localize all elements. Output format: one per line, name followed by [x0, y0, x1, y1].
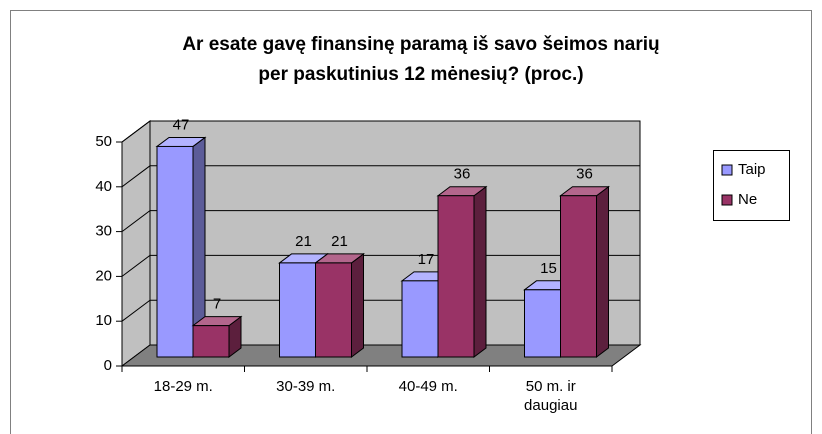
bar [437, 195, 475, 358]
x-tick-label: 40-49 m. [398, 378, 458, 395]
chart-border [10, 10, 812, 434]
legend-label: Ne [738, 191, 757, 208]
side-wall [121, 120, 151, 367]
bar-side [473, 185, 487, 358]
bar [560, 195, 597, 358]
legend-swatch [721, 194, 733, 206]
value-label: 47 [173, 116, 190, 133]
x-tick-label: 50 m. ir daugiau [524, 378, 578, 414]
bar-side [351, 252, 364, 358]
bar [315, 262, 352, 358]
legend-swatch [721, 164, 733, 176]
bar [524, 289, 561, 358]
grid-line [121, 120, 640, 143]
value-label: 21 [331, 233, 348, 250]
grid-line [121, 165, 640, 188]
value-label: 36 [454, 166, 471, 183]
bar [279, 262, 316, 358]
y-tick-label: 20 [95, 267, 112, 284]
x-tick-label: 30-39 m. [276, 378, 336, 395]
bar [401, 280, 439, 358]
y-tick-label: 10 [95, 312, 112, 329]
legend-box [713, 150, 790, 221]
x-tick-label: 18-29 m. [153, 378, 213, 395]
value-label: 17 [418, 251, 435, 268]
value-label: 36 [576, 166, 593, 183]
y-tick-label: 40 [95, 178, 112, 195]
y-tick-label: 30 [95, 223, 112, 240]
value-label: 15 [540, 260, 557, 277]
bar-side [596, 185, 609, 358]
chart-title: Ar esate gavę finansinę paramą iš savo š… [182, 34, 659, 55]
y-tick-label: 50 [95, 133, 112, 150]
legend-label: Taip [738, 161, 766, 178]
y-tick-label: 0 [104, 357, 112, 374]
bar [192, 325, 230, 358]
value-label: 21 [295, 233, 312, 250]
value-label: 7 [213, 296, 221, 313]
bar [156, 145, 194, 358]
chart-title: per paskutinius 12 mėnesių? (proc.) [258, 64, 583, 85]
